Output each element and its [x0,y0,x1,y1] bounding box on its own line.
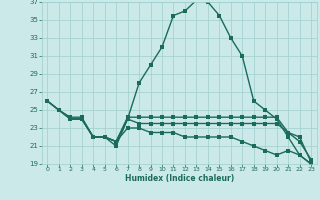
X-axis label: Humidex (Indice chaleur): Humidex (Indice chaleur) [124,174,234,183]
